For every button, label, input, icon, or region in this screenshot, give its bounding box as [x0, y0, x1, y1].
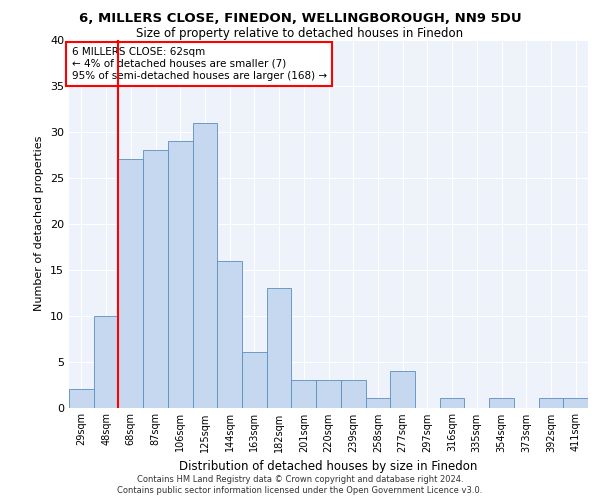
Text: 6, MILLERS CLOSE, FINEDON, WELLINGBOROUGH, NN9 5DU: 6, MILLERS CLOSE, FINEDON, WELLINGBOROUG… — [79, 12, 521, 26]
Bar — [390, 371, 415, 408]
X-axis label: Distribution of detached houses by size in Finedon: Distribution of detached houses by size … — [179, 460, 478, 473]
Bar — [143, 150, 168, 408]
Bar — [292, 380, 316, 407]
Bar — [539, 398, 563, 407]
Bar — [267, 288, 292, 408]
Bar — [489, 398, 514, 407]
Bar — [193, 122, 217, 408]
Text: Size of property relative to detached houses in Finedon: Size of property relative to detached ho… — [136, 28, 464, 40]
Text: Contains HM Land Registry data © Crown copyright and database right 2024.: Contains HM Land Registry data © Crown c… — [137, 475, 463, 484]
Bar — [69, 389, 94, 407]
Bar — [365, 398, 390, 407]
Bar — [118, 160, 143, 408]
Bar — [341, 380, 365, 407]
Bar — [94, 316, 118, 408]
Text: 6 MILLERS CLOSE: 62sqm
← 4% of detached houses are smaller (7)
95% of semi-detac: 6 MILLERS CLOSE: 62sqm ← 4% of detached … — [71, 48, 327, 80]
Bar — [242, 352, 267, 408]
Text: Contains public sector information licensed under the Open Government Licence v3: Contains public sector information licen… — [118, 486, 482, 495]
Y-axis label: Number of detached properties: Number of detached properties — [34, 136, 44, 312]
Bar — [440, 398, 464, 407]
Bar — [217, 260, 242, 408]
Bar — [316, 380, 341, 407]
Bar — [563, 398, 588, 407]
Bar — [168, 141, 193, 407]
